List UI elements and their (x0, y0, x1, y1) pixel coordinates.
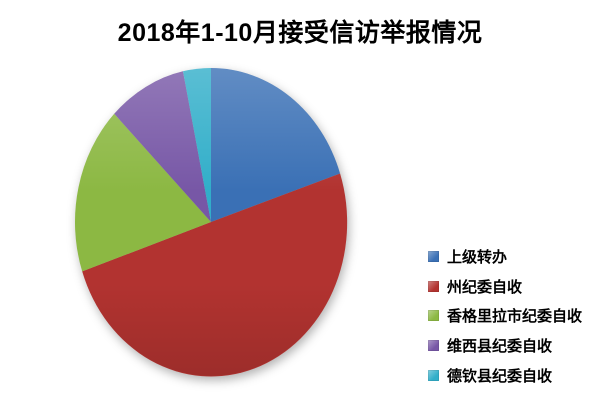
legend-item-维西县纪委自收[interactable]: 维西县纪委自收 (428, 331, 582, 361)
legend-item-德钦县纪委自收[interactable]: 德钦县纪委自收 (428, 360, 582, 390)
legend-label: 上级转办 (447, 249, 508, 267)
legend-label: 香格里拉市纪委自收 (447, 308, 583, 326)
legend-label: 德钦县纪委自收 (447, 367, 553, 385)
legend-label: 维西县纪委自收 (447, 338, 553, 356)
legend-swatch-icon (428, 369, 439, 381)
legend-label: 州纪委自收 (447, 278, 523, 296)
legend-swatch-icon (428, 251, 439, 263)
legend-item-上级转办[interactable]: 上级转办 (428, 242, 582, 272)
legend-swatch-icon (428, 280, 439, 292)
chart-title: 2018年1-10月接受信访举报情况 (117, 19, 483, 47)
legend: 上级转办州纪委自收香格里拉市纪委自收 维西县纪委自收 德钦县纪委自收 (428, 242, 582, 390)
legend-swatch-icon (428, 310, 439, 322)
legend-item-香格里拉市纪委自收[interactable]: 香格里拉市纪委自收 (428, 301, 582, 331)
legend-swatch-icon (428, 340, 439, 352)
legend-item-州纪委自收[interactable]: 州纪委自收 (428, 272, 582, 302)
